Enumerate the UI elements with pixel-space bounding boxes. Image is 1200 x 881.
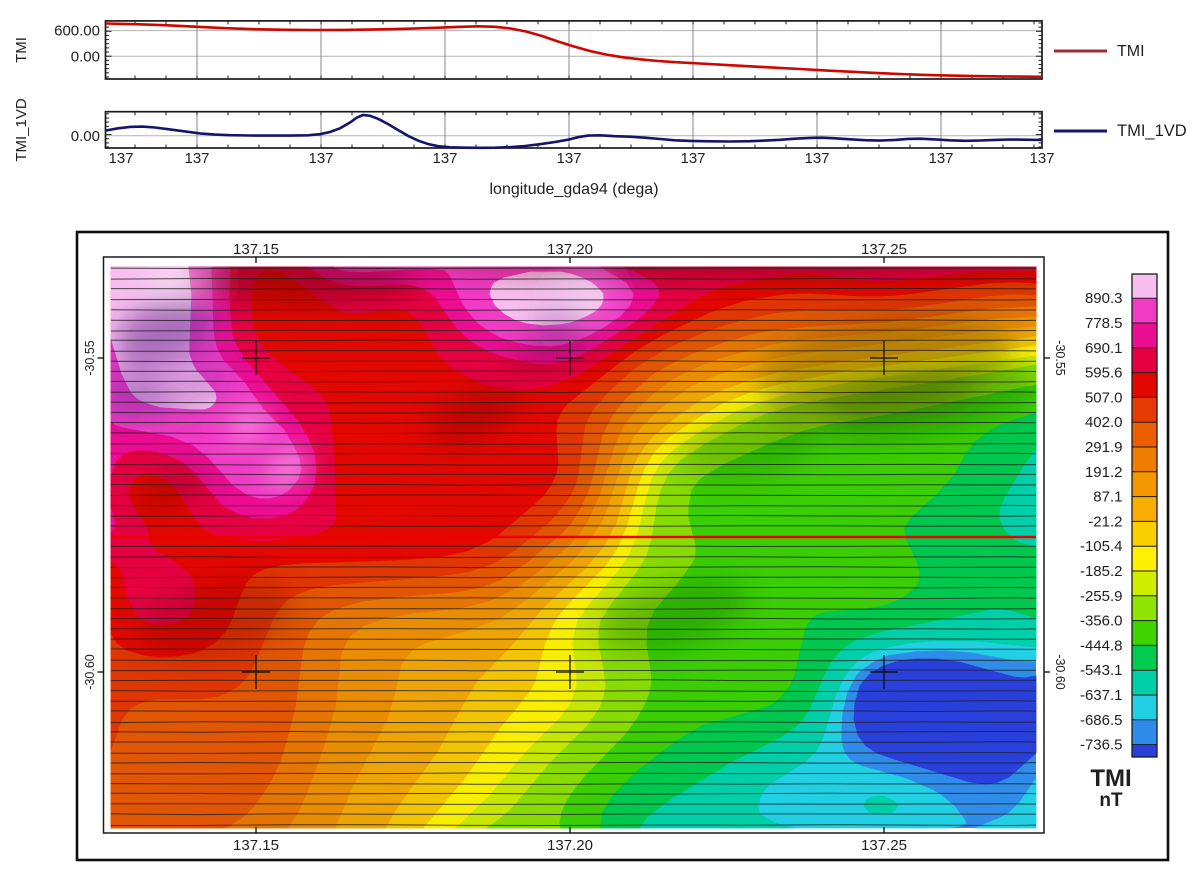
svg-text:137: 137: [680, 150, 705, 167]
svg-text:690.1: 690.1: [1085, 340, 1123, 357]
svg-text:TMI: TMI: [1090, 765, 1131, 792]
svg-text:0.00: 0.00: [71, 128, 100, 145]
svg-text:-185.2: -185.2: [1080, 563, 1123, 580]
svg-text:137.15: 137.15: [233, 241, 279, 258]
svg-text:-255.9: -255.9: [1080, 588, 1123, 605]
svg-text:137: 137: [556, 150, 581, 167]
svg-text:87.1: 87.1: [1093, 489, 1122, 506]
svg-text:595.6: 595.6: [1085, 365, 1123, 382]
svg-text:507.0: 507.0: [1085, 389, 1123, 406]
svg-text:137: 137: [432, 150, 457, 167]
svg-text:-686.5: -686.5: [1080, 712, 1123, 729]
svg-text:137.20: 137.20: [547, 837, 593, 854]
svg-text:402.0: 402.0: [1085, 414, 1123, 431]
svg-text:137: 137: [928, 150, 953, 167]
svg-text:longitude_gda94 (dega): longitude_gda94 (dega): [489, 181, 658, 198]
svg-text:600.00: 600.00: [54, 23, 100, 40]
svg-text:TMI: TMI: [13, 37, 30, 63]
svg-text:-21.2: -21.2: [1088, 513, 1122, 530]
svg-text:137.25: 137.25: [861, 837, 907, 854]
svg-text:778.5: 778.5: [1085, 315, 1123, 332]
svg-text:137.25: 137.25: [861, 241, 907, 258]
svg-text:-30.60: -30.60: [1053, 654, 1067, 689]
svg-text:0.00: 0.00: [71, 48, 100, 65]
svg-text:-105.4: -105.4: [1080, 538, 1123, 555]
svg-text:-543.1: -543.1: [1080, 662, 1123, 679]
svg-text:nT: nT: [1099, 790, 1123, 811]
svg-text:TMI_1VD: TMI_1VD: [1117, 122, 1187, 140]
svg-text:-637.1: -637.1: [1080, 687, 1123, 704]
svg-text:TMI_1VD: TMI_1VD: [13, 98, 30, 162]
svg-text:137.15: 137.15: [233, 837, 279, 854]
svg-text:137.20: 137.20: [547, 241, 593, 258]
svg-text:-30.55: -30.55: [83, 340, 97, 375]
svg-text:TMI: TMI: [1117, 43, 1145, 60]
svg-text:137: 137: [308, 150, 333, 167]
svg-text:137: 137: [804, 150, 829, 167]
svg-text:137: 137: [108, 150, 133, 167]
svg-text:890.3: 890.3: [1085, 290, 1123, 307]
svg-text:-736.5: -736.5: [1080, 737, 1123, 754]
svg-text:-356.0: -356.0: [1080, 613, 1123, 630]
svg-text:137: 137: [1029, 150, 1054, 167]
svg-text:291.9: 291.9: [1085, 439, 1123, 456]
svg-text:137: 137: [184, 150, 209, 167]
svg-text:-30.60: -30.60: [83, 654, 97, 689]
svg-text:-30.55: -30.55: [1053, 340, 1067, 375]
svg-text:-444.8: -444.8: [1080, 637, 1123, 654]
svg-text:191.2: 191.2: [1085, 464, 1123, 481]
